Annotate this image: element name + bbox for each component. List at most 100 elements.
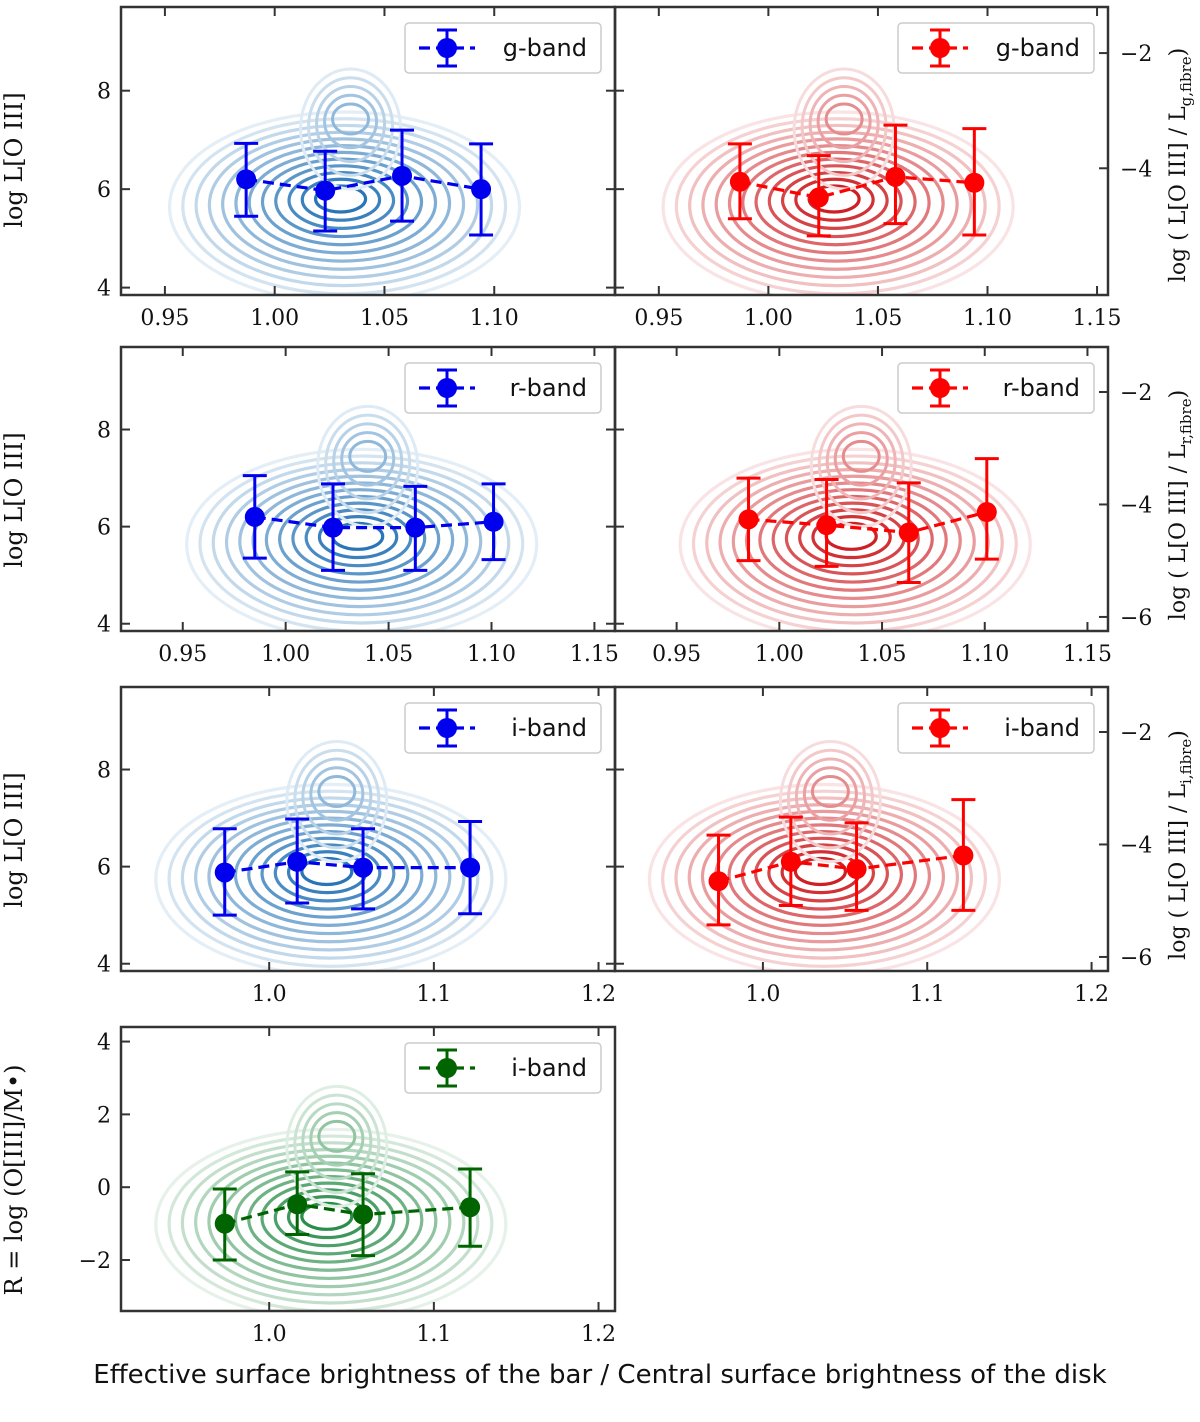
kde-level bbox=[300, 856, 354, 887]
kde-level bbox=[647, 782, 1001, 971]
data-point bbox=[353, 1204, 374, 1225]
data-point bbox=[708, 871, 729, 892]
legend-box bbox=[404, 22, 602, 74]
kde-upper-level bbox=[778, 739, 882, 863]
kde-level bbox=[317, 515, 399, 560]
kde-level bbox=[688, 123, 987, 288]
panel-i-red: 1.0 1.1 1.2 −6 −4 −2 i-band bbox=[613, 685, 1152, 1007]
kde-level bbox=[180, 1141, 480, 1305]
legend-label: g-band bbox=[996, 34, 1080, 62]
kde-upper-level bbox=[794, 757, 866, 836]
data-point bbox=[898, 522, 919, 543]
kde-level bbox=[727, 823, 918, 927]
kde-upper-level bbox=[309, 1111, 365, 1167]
right-y-tick-label: −2 bbox=[1120, 721, 1152, 746]
kde-level bbox=[221, 137, 466, 271]
x-tick-label: 1.00 bbox=[261, 642, 310, 667]
x-tick-label: 1.2 bbox=[581, 1322, 616, 1347]
left-ylabel-row3: log L[O III] bbox=[0, 772, 28, 908]
kde-upper-level bbox=[301, 1102, 373, 1181]
x-tick-label: 1.10 bbox=[470, 306, 519, 331]
kde-level bbox=[260, 836, 396, 911]
kde-upper-level bbox=[833, 431, 889, 487]
data-point bbox=[729, 171, 750, 192]
x-tick-label: 1.2 bbox=[1074, 982, 1109, 1007]
data-point bbox=[214, 862, 235, 883]
kde-contours bbox=[678, 404, 1032, 631]
panel-r-blue: 0.95 1.00 1.05 1.10 1.15 4 6 8 r-band bbox=[97, 345, 619, 667]
kde-level bbox=[168, 110, 522, 295]
kde-upper-level bbox=[816, 93, 872, 150]
right-y-tick-label: −2 bbox=[1120, 42, 1152, 67]
y-tick-label: 2 bbox=[97, 1103, 111, 1128]
kde-level bbox=[233, 1168, 424, 1272]
legend-box bbox=[404, 702, 602, 754]
panel-r-red: 0.95 1.00 1.05 1.10 1.15 −6 −4 −2 r-band bbox=[613, 345, 1152, 667]
panel-g-blue: 0.95 1.00 1.05 1.10 4 6 8 g-band bbox=[97, 5, 617, 331]
legend-box bbox=[897, 22, 1095, 74]
kde-upper-level bbox=[285, 1084, 389, 1208]
right-y-tick-label: −6 bbox=[1120, 946, 1152, 971]
x-tick-label: 1.1 bbox=[416, 982, 451, 1007]
kde-level bbox=[661, 789, 988, 968]
kde-level bbox=[780, 170, 889, 230]
kde-level bbox=[304, 508, 413, 568]
kde-level bbox=[793, 856, 848, 887]
kde-level bbox=[154, 1127, 508, 1311]
legend-box bbox=[404, 362, 602, 414]
y-tick-label: 6 bbox=[97, 856, 111, 881]
kde-level bbox=[753, 836, 890, 911]
right-ylabel-i: log ( L[O III] / Li,fibre) bbox=[1166, 730, 1195, 960]
kde-upper-level bbox=[817, 413, 905, 515]
kde-level bbox=[194, 123, 494, 288]
data-point bbox=[214, 1213, 235, 1234]
x-tick-label: 1.05 bbox=[858, 642, 907, 667]
data-point bbox=[323, 517, 344, 538]
kde-level bbox=[705, 461, 1004, 625]
kde-level bbox=[794, 177, 875, 222]
y-tick-label: 8 bbox=[97, 759, 111, 784]
left-ylabel-row1: log L[O III] bbox=[0, 92, 28, 228]
legend-marker bbox=[930, 38, 950, 58]
panel-g-red: 0.95 1.00 1.05 1.10 1.15 −4 −2 g-band bbox=[613, 5, 1152, 331]
data-point bbox=[460, 1197, 481, 1218]
x-tick-label: 0.95 bbox=[634, 306, 683, 331]
x-tick-label: 0.95 bbox=[652, 642, 701, 667]
kde-level bbox=[180, 796, 480, 960]
kde-contours bbox=[647, 739, 1001, 971]
y-tick-label: 0 bbox=[97, 1176, 111, 1201]
legend-marker bbox=[437, 1058, 457, 1078]
data-point bbox=[392, 165, 413, 186]
kde-level bbox=[273, 843, 382, 903]
x-tick-label: 1.1 bbox=[416, 1322, 451, 1347]
legend-label: r-band bbox=[1003, 374, 1080, 402]
axes-frame bbox=[613, 685, 1110, 973]
left-ylabel-row2: log L[O III] bbox=[0, 432, 28, 568]
kde-upper-level bbox=[802, 766, 858, 822]
right-y-tick-label: −4 bbox=[1120, 157, 1152, 182]
data-point bbox=[808, 187, 829, 208]
kde-upper-level bbox=[332, 422, 404, 501]
legend-label: r-band bbox=[510, 374, 587, 402]
legend-box bbox=[897, 702, 1095, 754]
right-y-tick-label: −2 bbox=[1120, 381, 1152, 406]
data-point bbox=[287, 1194, 308, 1215]
kde-level bbox=[741, 150, 931, 255]
kde-level bbox=[167, 1134, 494, 1311]
kde-upper-level bbox=[825, 422, 897, 501]
kde-level bbox=[758, 488, 948, 592]
data-point bbox=[244, 506, 265, 527]
kde-level bbox=[274, 164, 410, 239]
data-point bbox=[460, 857, 481, 878]
panel-i-blue: 1.0 1.1 1.2 4 6 8 i-band bbox=[97, 685, 617, 1007]
y-tick-label: 8 bbox=[97, 419, 111, 444]
kde-level bbox=[291, 501, 427, 576]
kde-level bbox=[264, 488, 455, 592]
legend-box bbox=[404, 1042, 602, 1094]
x-tick-label: 0.95 bbox=[158, 642, 207, 667]
kde-level bbox=[287, 170, 396, 230]
x-tick-label: 1.05 bbox=[364, 642, 413, 667]
kde-level bbox=[300, 177, 382, 222]
x-tick-label: 1.05 bbox=[360, 306, 409, 331]
kde-level bbox=[185, 447, 539, 631]
